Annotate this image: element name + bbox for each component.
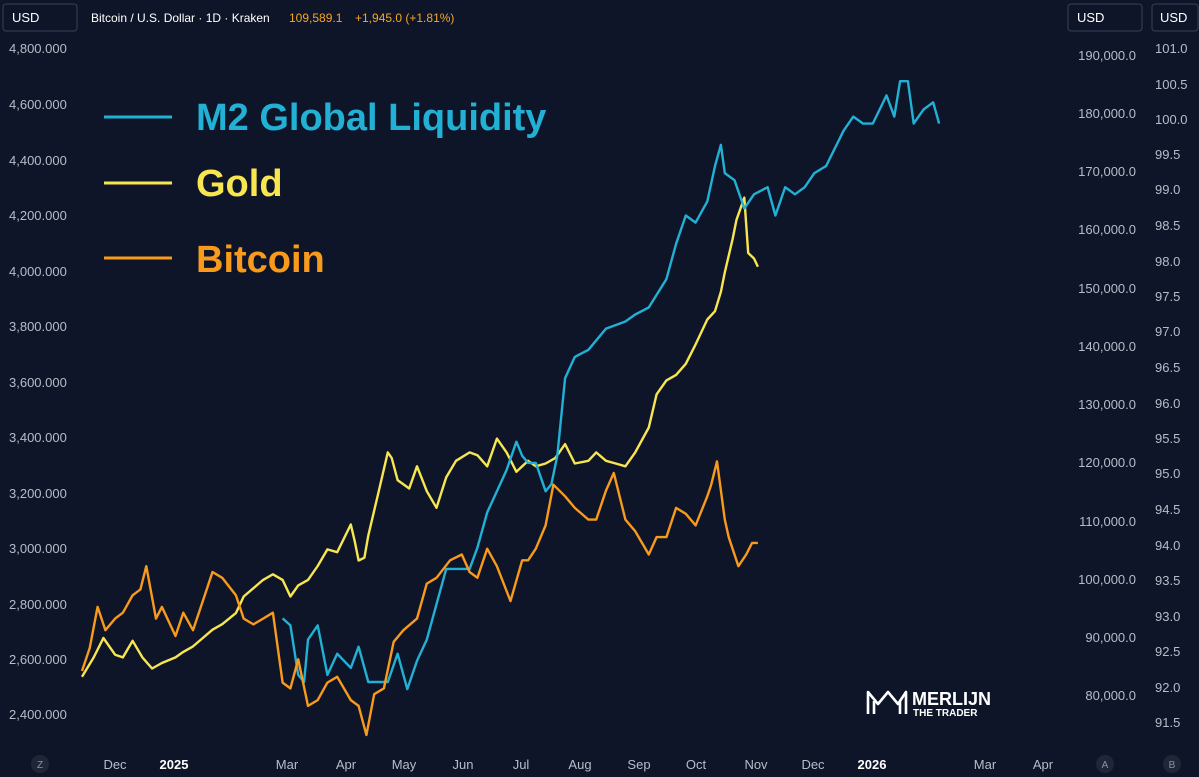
time-axis: Dec 2025 Mar Apr May Jun Jul Aug Sep Oct Nov Dec 202…: [103, 757, 1053, 772]
legend: M2 Global Liquidity Gold Bitcoin: [104, 97, 546, 281]
legend-label-bitcoin: Bitcoin: [196, 239, 325, 281]
gold-axis-tick-label: 3,600.000: [9, 375, 67, 390]
gold-axis-tick-label: 2,600.000: [9, 652, 67, 667]
m2-axis-tick-label: 101.0: [1155, 41, 1188, 56]
m2-axis-tick-label: 93.5: [1155, 573, 1180, 588]
m2-axis-tick-label: 94.0: [1155, 538, 1180, 553]
m2-axis-tick-label: 97.0: [1155, 324, 1180, 339]
m2-global-liquidity-series-line: [281, 80, 941, 691]
m2-axis-tick-label: 92.0: [1155, 680, 1180, 695]
currency-badge-left[interactable]: USD: [2, 3, 78, 32]
corner-button-right-2[interactable]: B: [1163, 755, 1181, 773]
m2-axis-tick-label: 91.5: [1155, 715, 1180, 730]
m2-axis-tick-label: 94.5: [1155, 502, 1180, 517]
m2-axis-tick-label: 95.5: [1155, 431, 1180, 446]
time-axis-tick-label: Mar: [276, 757, 299, 772]
m2-axis-tick-label: 98.5: [1155, 218, 1180, 233]
m2-axis-tick-label: 97.5: [1155, 289, 1180, 304]
gold-axis-tick-label: 3,400.000: [9, 430, 67, 445]
gold-axis-tick-label: 4,600.000: [9, 97, 67, 112]
bitcoin-axis-tick-label: 90,000.0: [1085, 630, 1136, 645]
corner-button-right-1[interactable]: A: [1096, 755, 1114, 773]
legend-label-gold: Gold: [196, 163, 283, 205]
time-axis-tick-label: May: [392, 757, 417, 772]
currency-badge-right-2-label: USD: [1160, 10, 1187, 25]
m2-axis-tick-label: 93.0: [1155, 609, 1180, 624]
time-axis-tick-label: 2026: [858, 757, 887, 772]
merlijn-logo: MERLIJN THE TRADER: [866, 689, 991, 719]
gold-axis-tick-label: 4,000.000: [9, 264, 67, 279]
corner-button-left[interactable]: Z: [31, 755, 49, 773]
gold-series-line: [80, 196, 759, 678]
corner-button-left-label: Z: [37, 760, 43, 771]
time-axis-tick-label: Oct: [686, 757, 707, 772]
time-axis-tick-label: Apr: [1033, 757, 1054, 772]
bitcoin-series-line: [80, 460, 758, 737]
logo-text-line1: MERLIJN: [912, 689, 991, 709]
m2-index-axis: 101.0 100.5 100.0 99.5 99.0 98.5 98.0 97.5 97.0 9…: [1155, 41, 1188, 730]
time-axis-tick-label: Nov: [744, 757, 768, 772]
gold-axis-tick-label: 4,800.000: [9, 41, 67, 56]
m2-axis-tick-label: 92.5: [1155, 644, 1180, 659]
header-bar: USD Bitcoin / U.S. Dollar · 1D · Kraken …: [2, 3, 1199, 32]
bitcoin-axis-tick-label: 190,000.0: [1078, 48, 1136, 63]
symbol-title: Bitcoin / U.S. Dollar · 1D · Kraken: [91, 11, 270, 25]
m2-axis-tick-label: 95.0: [1155, 466, 1180, 481]
m2-axis-tick-label: 98.0: [1155, 254, 1180, 269]
m2-axis-tick-label: 96.5: [1155, 360, 1180, 375]
time-axis-tick-label: Dec: [801, 757, 825, 772]
time-axis-tick-label: Dec: [103, 757, 127, 772]
bitcoin-axis-tick-label: 160,000.0: [1078, 222, 1136, 237]
bitcoin-axis-tick-label: 110,000.0: [1079, 514, 1136, 529]
corner-button-right-2-label: B: [1169, 760, 1176, 771]
m2-axis-tick-label: 99.5: [1155, 147, 1180, 162]
legend-item-m2: M2 Global Liquidity: [104, 97, 546, 139]
bitcoin-axis-tick-label: 100,000.0: [1078, 572, 1136, 587]
time-axis-tick-label: Apr: [336, 757, 357, 772]
bitcoin-axis-tick-label: 120,000.0: [1078, 455, 1136, 470]
gold-axis-tick-label: 3,000.000: [9, 541, 67, 556]
time-axis-tick-label: Jul: [513, 757, 530, 772]
bitcoin-axis-tick-label: 180,000.0: [1078, 106, 1136, 121]
m2-axis-tick-label: 100.0: [1155, 112, 1188, 127]
bitcoin-axis-tick-label: 170,000.0: [1078, 164, 1136, 179]
currency-badge-left-label: USD: [12, 10, 39, 25]
time-axis-tick-label: 2025: [160, 757, 189, 772]
gold-axis-tick-label: 4,200.000: [9, 208, 67, 223]
legend-label-m2: M2 Global Liquidity: [196, 97, 546, 139]
bitcoin-axis-tick-label: 130,000.0: [1078, 397, 1136, 412]
merlijn-logo-icon: [866, 690, 908, 714]
m2-axis-tick-label: 100.5: [1155, 77, 1188, 92]
time-axis-tick-label: Sep: [627, 757, 650, 772]
gold-axis-tick-label: 2,400.000: [9, 707, 67, 722]
gold-price-axis: 4,800.000 4,600.000 4,400.000 4,200.000 4,00…: [9, 41, 67, 722]
bitcoin-axis-tick-label: 80,000.0: [1085, 688, 1136, 703]
time-axis-tick-label: Aug: [568, 757, 591, 772]
logo-text-line2: THE TRADER: [913, 708, 978, 719]
m2-axis-tick-label: 96.0: [1155, 396, 1180, 411]
legend-item-bitcoin: Bitcoin: [104, 239, 325, 281]
price-change: +1,945.0 (+1.81%): [355, 11, 454, 25]
gold-axis-tick-label: 3,200.000: [9, 486, 67, 501]
series-layer: [80, 80, 941, 737]
m2-axis-tick-label: 99.0: [1155, 182, 1180, 197]
gold-axis-tick-label: 2,800.000: [9, 597, 67, 612]
currency-badge-right-1[interactable]: USD: [1067, 3, 1143, 32]
gold-axis-tick-label: 3,800.000: [9, 319, 67, 334]
last-price: 109,589.1: [289, 11, 343, 25]
legend-item-gold: Gold: [104, 163, 283, 205]
time-axis-tick-label: Mar: [974, 757, 997, 772]
bitcoin-axis-tick-label: 140,000.0: [1078, 339, 1136, 354]
currency-badge-right-2[interactable]: USD: [1151, 3, 1199, 32]
bitcoin-price-axis: 190,000.0 180,000.0 170,000.0 160,000.0 150,…: [1078, 48, 1136, 703]
time-axis-tick-label: Jun: [453, 757, 474, 772]
gold-axis-tick-label: 4,400.000: [9, 153, 67, 168]
currency-badge-right-1-label: USD: [1077, 10, 1104, 25]
bitcoin-axis-tick-label: 150,000.0: [1078, 281, 1136, 296]
corner-button-right-1-label: A: [1102, 760, 1109, 771]
